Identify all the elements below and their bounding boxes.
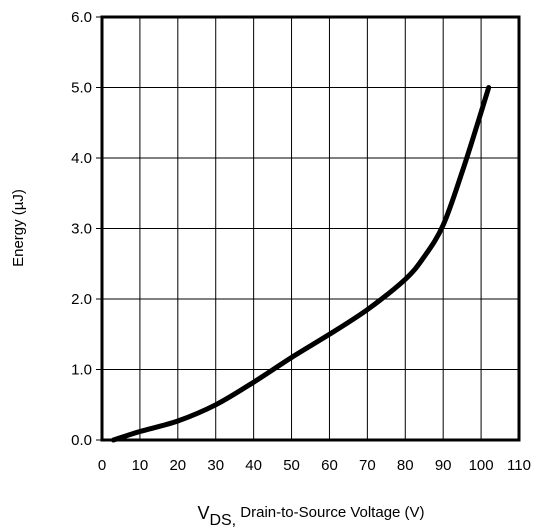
x-tick-label: 80 — [397, 457, 414, 474]
tick-labels: 0 10 20 30 40 50 60 70 80 90 100 110 0.0 1.0 2.0 3.0 4.0… — [71, 9, 531, 474]
y-tick-label: 6.0 — [71, 9, 92, 26]
x-axis-label-subscript: DS, — [209, 512, 236, 529]
y-tick-label: 3.0 — [71, 221, 92, 238]
y-tick-label: 0.0 — [71, 432, 92, 449]
y-tick-label: 4.0 — [71, 150, 92, 167]
x-tick-label: 0 — [98, 457, 106, 474]
x-tick-label: 110 — [507, 457, 531, 474]
x-tick-label: 30 — [207, 457, 224, 474]
energy-curve — [110, 85, 492, 443]
y-tick-label: 5.0 — [71, 80, 92, 97]
x-axis-label-prefix: V — [197, 503, 209, 523]
x-tick-label: 70 — [359, 457, 376, 474]
x-tick-label: 60 — [321, 457, 338, 474]
x-axis-label: VDS, Drain-to-Source Voltage (V) — [197, 503, 424, 529]
x-tick-label: 100 — [469, 457, 494, 474]
y-tick-label: 1.0 — [71, 362, 92, 379]
y-axis-label: Energy (µJ) — [10, 189, 27, 267]
x-tick-label: 10 — [132, 457, 149, 474]
x-tick-label: 90 — [435, 457, 452, 474]
x-axis-label-text: Drain-to-Source Voltage (V) — [236, 504, 424, 521]
x-tick-label: 20 — [169, 457, 186, 474]
x-tick-label: 50 — [283, 457, 300, 474]
y-tick-label: 2.0 — [71, 291, 92, 308]
x-tick-label: 40 — [245, 457, 262, 474]
grid-lines — [102, 17, 519, 440]
